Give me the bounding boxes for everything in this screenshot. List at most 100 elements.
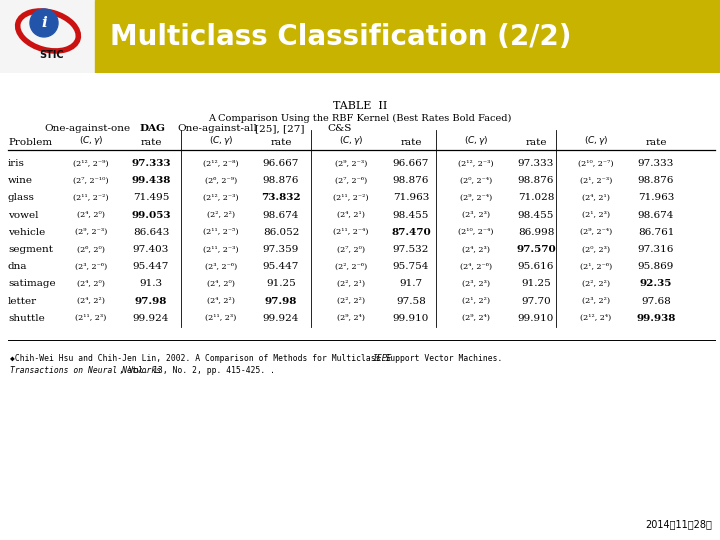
Text: One-against-one: One-against-one	[45, 124, 130, 133]
Text: 97.98: 97.98	[135, 296, 167, 306]
Text: (2⁴, 2¹): (2⁴, 2¹)	[337, 211, 365, 219]
Text: 95.869: 95.869	[638, 262, 674, 271]
Text: 98.674: 98.674	[638, 211, 674, 219]
Text: (2⁴, 2³): (2⁴, 2³)	[462, 246, 490, 253]
Text: (2², 2²): (2², 2²)	[207, 211, 235, 219]
Text: (2², 2¹): (2², 2¹)	[337, 280, 365, 288]
Text: 99.924: 99.924	[132, 314, 169, 323]
Text: 71.963: 71.963	[638, 193, 674, 202]
Bar	[0, 0, 95, 73]
Text: 73.832: 73.832	[261, 193, 301, 202]
Text: (2³, 2⁻⁶): (2³, 2⁻⁶)	[75, 262, 107, 271]
Text: 99.910: 99.910	[393, 314, 429, 323]
Text: wine: wine	[8, 176, 33, 185]
Text: letter: letter	[8, 296, 37, 306]
Text: (2¹, 2³): (2¹, 2³)	[582, 211, 610, 219]
Text: 98.876: 98.876	[638, 176, 674, 185]
Text: (2⁹, 2⁻⁴): (2⁹, 2⁻⁴)	[580, 228, 612, 236]
Text: 91.7: 91.7	[400, 279, 423, 288]
Text: STIC: STIC	[40, 50, 64, 60]
Text: 99.938: 99.938	[636, 314, 675, 323]
Text: rate: rate	[400, 138, 422, 147]
Text: 96.667: 96.667	[263, 159, 300, 168]
Text: 95.754: 95.754	[393, 262, 429, 271]
Text: [25], [27]: [25], [27]	[256, 124, 305, 133]
Text: IEEE: IEEE	[372, 354, 392, 363]
Text: 97.333: 97.333	[131, 159, 171, 168]
Text: 97.359: 97.359	[263, 245, 300, 254]
Text: (2⁷, 2⁻⁶): (2⁷, 2⁻⁶)	[335, 177, 367, 185]
Text: A Comparison Using the RBF Kernel (Best Rates Bold Faced): A Comparison Using the RBF Kernel (Best …	[208, 114, 512, 123]
Text: rate: rate	[270, 138, 292, 147]
Text: dna: dna	[8, 262, 27, 271]
Text: rate: rate	[526, 138, 546, 147]
Text: $(C, \gamma)$: $(C, \gamma)$	[584, 134, 608, 147]
Text: 86.998: 86.998	[518, 228, 554, 237]
Text: (2⁴, 2⁻⁶): (2⁴, 2⁻⁶)	[460, 262, 492, 271]
Text: 95.447: 95.447	[263, 262, 300, 271]
Text: 97.68: 97.68	[641, 296, 671, 306]
Text: (2¹², 2⁴): (2¹², 2⁴)	[580, 314, 611, 322]
Text: rate: rate	[140, 138, 162, 147]
Text: 97.570: 97.570	[516, 245, 556, 254]
Text: (2⁰, 2³): (2⁰, 2³)	[582, 246, 610, 253]
Text: $(C, \gamma)$: $(C, \gamma)$	[339, 134, 363, 147]
Text: , Vol. 13, No. 2, pp. 415-425. .: , Vol. 13, No. 2, pp. 415-425. .	[119, 366, 275, 375]
Text: ◆Chih-Wei Hsu and Chih-Jen Lin, 2002. A Comparison of Methods for Multiclass Sup: ◆Chih-Wei Hsu and Chih-Jen Lin, 2002. A …	[10, 354, 512, 363]
Text: (2¹², 2⁻³): (2¹², 2⁻³)	[458, 159, 494, 167]
Text: vehicle: vehicle	[8, 228, 45, 237]
Text: 98.876: 98.876	[263, 176, 300, 185]
Text: 97.532: 97.532	[393, 245, 429, 254]
Text: iris: iris	[8, 159, 25, 168]
Text: (2⁷, 2⁰): (2⁷, 2⁰)	[337, 246, 365, 253]
Text: (2³, 2³): (2³, 2³)	[462, 280, 490, 288]
Text: 99.438: 99.438	[131, 176, 171, 185]
Text: $(C, \gamma)$: $(C, \gamma)$	[78, 134, 103, 147]
Text: (2¹¹, 2⁻⁵): (2¹¹, 2⁻⁵)	[203, 228, 239, 236]
Text: (2¹¹, 2⁻⁴): (2¹¹, 2⁻⁴)	[333, 228, 369, 236]
Text: 87.470: 87.470	[391, 228, 431, 237]
Text: 95.616: 95.616	[518, 262, 554, 271]
Text: 99.924: 99.924	[263, 314, 300, 323]
Text: vowel: vowel	[8, 211, 38, 219]
Text: C&S: C&S	[328, 124, 352, 133]
Text: (2¹¹, 2⁻²): (2¹¹, 2⁻²)	[73, 194, 109, 202]
Text: (2¹, 2⁻⁶): (2¹, 2⁻⁶)	[580, 262, 612, 271]
Text: i: i	[41, 16, 47, 30]
Text: (2¹², 2⁻⁸): (2¹², 2⁻⁸)	[203, 159, 239, 167]
Text: Multiclass Classification (2/2): Multiclass Classification (2/2)	[110, 23, 572, 51]
Text: Transactions on Neural Networks: Transactions on Neural Networks	[10, 366, 161, 375]
Text: 97.403: 97.403	[132, 245, 169, 254]
Text: 71.495: 71.495	[132, 193, 169, 202]
Text: 97.70: 97.70	[521, 296, 551, 306]
Circle shape	[30, 9, 58, 37]
Text: (2⁴, 2¹): (2⁴, 2¹)	[582, 194, 610, 202]
Text: 97.333: 97.333	[518, 159, 554, 168]
Text: 98.455: 98.455	[518, 211, 554, 219]
Text: 98.876: 98.876	[518, 176, 554, 185]
Text: 97.316: 97.316	[638, 245, 674, 254]
Text: 97.98: 97.98	[265, 296, 297, 306]
Text: $(C, \gamma)$: $(C, \gamma)$	[209, 134, 233, 147]
Text: (2¹⁰, 2⁻⁴): (2¹⁰, 2⁻⁴)	[458, 228, 494, 236]
Text: 2014年11月28日: 2014年11月28日	[645, 519, 712, 529]
Text: (2⁹, 2⁻³): (2⁹, 2⁻³)	[335, 159, 367, 167]
Text: 86.761: 86.761	[638, 228, 674, 237]
Text: (2⁴, 2⁰): (2⁴, 2⁰)	[77, 211, 105, 219]
Text: 98.455: 98.455	[393, 211, 429, 219]
Text: 99.053: 99.053	[131, 211, 171, 219]
Text: 98.876: 98.876	[393, 176, 429, 185]
Text: $(C, \gamma)$: $(C, \gamma)$	[464, 134, 488, 147]
Text: (2⁹, 2⁻⁴): (2⁹, 2⁻⁴)	[460, 194, 492, 202]
Text: (2¹², 2⁻³): (2¹², 2⁻³)	[203, 194, 239, 202]
Text: Problem: Problem	[8, 138, 52, 147]
Text: (2⁴, 2⁰): (2⁴, 2⁰)	[77, 280, 105, 288]
Text: (2¹, 2⁻³): (2¹, 2⁻³)	[580, 177, 612, 185]
Text: 98.674: 98.674	[263, 211, 300, 219]
Text: 96.667: 96.667	[393, 159, 429, 168]
Text: 97.58: 97.58	[396, 296, 426, 306]
Text: (2⁶, 2⁰): (2⁶, 2⁰)	[77, 246, 105, 253]
Text: 86.643: 86.643	[132, 228, 169, 237]
Text: 71.963: 71.963	[393, 193, 429, 202]
Text: (2⁹, 2⁴): (2⁹, 2⁴)	[337, 314, 365, 322]
